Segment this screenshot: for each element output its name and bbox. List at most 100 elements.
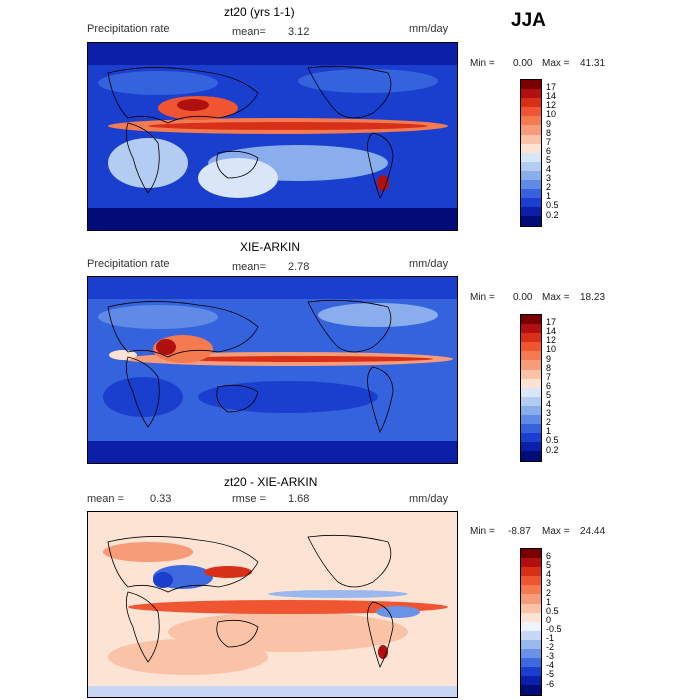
colorbar-tick-label: 1 — [546, 191, 552, 202]
colorbar-swatch — [521, 342, 541, 352]
panel2-variable-label: Precipitation rate — [87, 258, 170, 270]
colorbar-tick-label: 8 — [546, 362, 552, 373]
colorbar-tick-label: 0.5 — [546, 435, 559, 446]
colorbar-tick-label: 14 — [546, 326, 557, 337]
panel3-negative-core — [153, 572, 173, 588]
colorbar-swatch — [521, 621, 541, 631]
panel1-variable-label: Precipitation rate — [87, 23, 170, 35]
panel3-rmse-label: rmse = — [232, 493, 266, 505]
panel1-min-label: Min = — [470, 58, 495, 69]
colorbar-swatch — [521, 360, 541, 370]
colorbar-swatch — [521, 180, 541, 190]
colorbar-tick-label: 2 — [546, 182, 552, 193]
colorbar-tick-label: 9 — [546, 118, 552, 129]
colorbar-swatch — [521, 415, 541, 425]
panel1-mean-value: 3.12 — [288, 26, 310, 38]
colorbar-tick-label: 3 — [546, 173, 552, 184]
panel2-mean-label: mean= — [232, 261, 266, 273]
colorbar-tick-label: 6 — [546, 145, 552, 156]
colorbar-swatch — [521, 125, 541, 135]
colorbar-tick-label: 6 — [546, 551, 552, 562]
panel2-map — [87, 276, 458, 464]
panel3-mean-value: 0.33 — [150, 493, 172, 505]
panel1-max-value: 41.31 — [580, 58, 606, 69]
colorbar-swatch — [521, 189, 541, 199]
colorbar-tick-label: 0.2 — [546, 209, 559, 220]
panel3-positive-asia — [204, 566, 252, 578]
panel3-min-label: Min = — [470, 526, 495, 537]
colorbar-tick-label: 3 — [546, 408, 552, 419]
colorbar-swatch — [521, 451, 541, 461]
colorbar-tick-label: 12 — [546, 335, 557, 346]
panel1-polar-south — [88, 208, 457, 230]
colorbar-swatch — [521, 207, 541, 217]
panel2-region-nh-asia — [98, 305, 218, 329]
colorbar-swatch — [521, 576, 541, 586]
panel3-negative-amazon — [376, 606, 420, 618]
season-label: JJA — [511, 10, 546, 31]
colorbar-swatch — [521, 369, 541, 379]
colorbar-swatch — [521, 630, 541, 640]
colorbar-tick-label: 17 — [546, 317, 557, 328]
colorbar-swatch — [521, 152, 541, 162]
panel1-region-australia — [198, 158, 278, 198]
colorbar-tick-label: 0.2 — [546, 444, 559, 455]
colorbar-tick-label: 5 — [546, 389, 552, 400]
colorbar-swatch — [521, 333, 541, 343]
panel3-region-south-indian — [108, 639, 268, 675]
panel1-map-svg — [88, 43, 457, 230]
panel3-antarctic — [88, 686, 457, 697]
panel2-region-africa — [103, 377, 183, 417]
colorbar-swatch — [521, 567, 541, 577]
colorbar-tick-label: 1 — [546, 426, 552, 437]
colorbar-tick-label: 1 — [546, 596, 552, 607]
colorbar-tick-label: -3 — [546, 651, 555, 662]
panel2-region-nh-america — [318, 303, 438, 327]
colorbar-tick-label: 7 — [546, 136, 552, 147]
colorbar-tick-label: -0.5 — [546, 623, 562, 634]
colorbar-swatch — [521, 351, 541, 361]
colorbar-swatch — [521, 378, 541, 388]
colorbar-tick-label: 7 — [546, 371, 552, 382]
colorbar-tick-label: 12 — [546, 100, 557, 111]
colorbar-tick-label: 8 — [546, 127, 552, 138]
colorbar-tick-label: -5 — [546, 669, 555, 680]
colorbar-swatch — [521, 80, 541, 90]
panel1-mean-label: mean= — [232, 26, 266, 38]
colorbar-swatch — [521, 405, 541, 416]
panel3-coastlines — [107, 534, 394, 668]
colorbar-tick-label: 9 — [546, 353, 552, 364]
panel3-max-label: Max = — [542, 526, 570, 537]
colorbar-swatch — [521, 594, 541, 604]
colorbar-swatch — [521, 170, 541, 181]
panel1-coastlines — [107, 65, 394, 199]
colorbar-tick-label: -2 — [546, 642, 555, 653]
colorbar-tick-label: 3 — [546, 578, 552, 589]
panel2-max-label: Max = — [542, 292, 570, 303]
panel1-max-label: Max = — [542, 58, 570, 69]
panel1-region-africa — [108, 138, 188, 188]
panel3-min-value: -8.87 — [508, 526, 531, 537]
colorbar-swatch — [521, 387, 541, 397]
colorbar-swatch — [521, 98, 541, 108]
panel3-colorbar — [520, 548, 542, 696]
panel1-map — [87, 42, 458, 231]
colorbar-tick-label: 0 — [546, 614, 552, 625]
colorbar-swatch — [521, 315, 541, 325]
panel1-region-nh-asia — [98, 71, 218, 95]
panel3-negative-equator — [268, 590, 408, 598]
colorbar-swatch — [521, 667, 541, 677]
colorbar-swatch — [521, 424, 541, 434]
colorbar-tick-label: 0.5 — [546, 605, 559, 616]
colorbar-swatch — [521, 603, 541, 613]
colorbar-swatch — [521, 198, 541, 208]
colorbar-tick-label: 4 — [546, 399, 552, 409]
panel2-min-label: Min = — [470, 292, 495, 303]
panel3-map — [87, 511, 458, 698]
colorbar-swatch — [521, 433, 541, 443]
panel1-min-value: 0.00 — [513, 58, 533, 69]
colorbar-tick-label: 5 — [546, 154, 552, 165]
panel2-max-value: 18.23 — [580, 292, 606, 303]
colorbar-swatch — [521, 585, 541, 595]
colorbar-swatch — [521, 89, 541, 99]
